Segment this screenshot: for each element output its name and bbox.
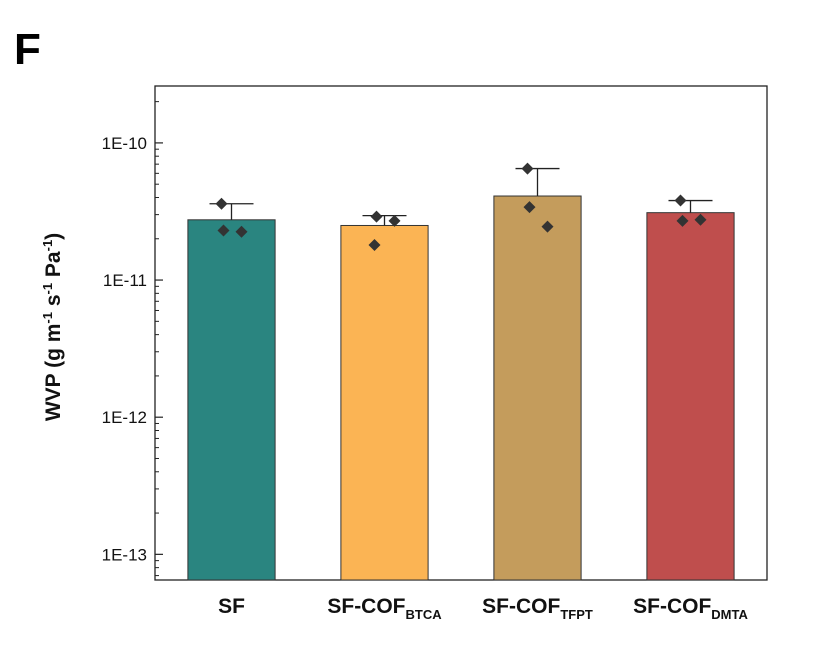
- category-label: SF: [218, 595, 245, 618]
- category-label-base: SF-COF: [327, 595, 405, 618]
- data-point: [368, 239, 381, 252]
- y-axis-title-part: -1: [40, 240, 55, 252]
- y-axis-title-part: -1: [40, 312, 55, 324]
- category-label: SF-COFBTCA: [327, 595, 442, 622]
- data-point: [235, 225, 248, 238]
- y-tick-label: 1E-12: [102, 408, 147, 427]
- category-label-base: SF: [218, 595, 245, 618]
- data-point: [541, 220, 554, 233]
- category-label: SF-COFTFPT: [482, 595, 593, 622]
- panel-label: F: [14, 25, 41, 74]
- bar: [493, 195, 582, 581]
- data-point: [523, 201, 536, 214]
- data-point: [388, 214, 401, 227]
- data-point: [694, 213, 707, 226]
- category-label-subscript: BTCA: [406, 607, 443, 622]
- y-tick-label: 1E-13: [102, 545, 147, 564]
- category-label: SF-COFDMTA: [633, 595, 748, 622]
- y-axis-title: WVP (g m-1 s-1 Pa-1): [40, 233, 65, 421]
- category-label-subscript: TFPT: [560, 607, 593, 622]
- data-point: [521, 162, 534, 175]
- bar: [646, 212, 735, 581]
- y-tick-label: 1E-10: [102, 134, 147, 153]
- y-axis-title-part: s: [42, 294, 65, 312]
- category-label-base: SF-COF: [633, 595, 711, 618]
- y-axis-title-part: -1: [40, 283, 55, 295]
- plot-frame: [154, 85, 768, 581]
- data-point: [676, 214, 689, 227]
- y-tick-label: 1E-11: [103, 271, 147, 290]
- bar: [340, 224, 429, 581]
- data-point: [217, 224, 230, 237]
- data-point: [370, 210, 383, 223]
- data-point: [674, 194, 687, 207]
- y-axis-title-part: WVP (g m: [42, 324, 65, 422]
- bar: [187, 219, 276, 581]
- y-axis-title-part: Pa: [42, 251, 65, 283]
- y-axis-title-part: ): [42, 233, 65, 240]
- category-label-base: SF-COF: [482, 595, 560, 618]
- category-label-subscript: DMTA: [711, 607, 748, 622]
- data-point: [215, 197, 228, 210]
